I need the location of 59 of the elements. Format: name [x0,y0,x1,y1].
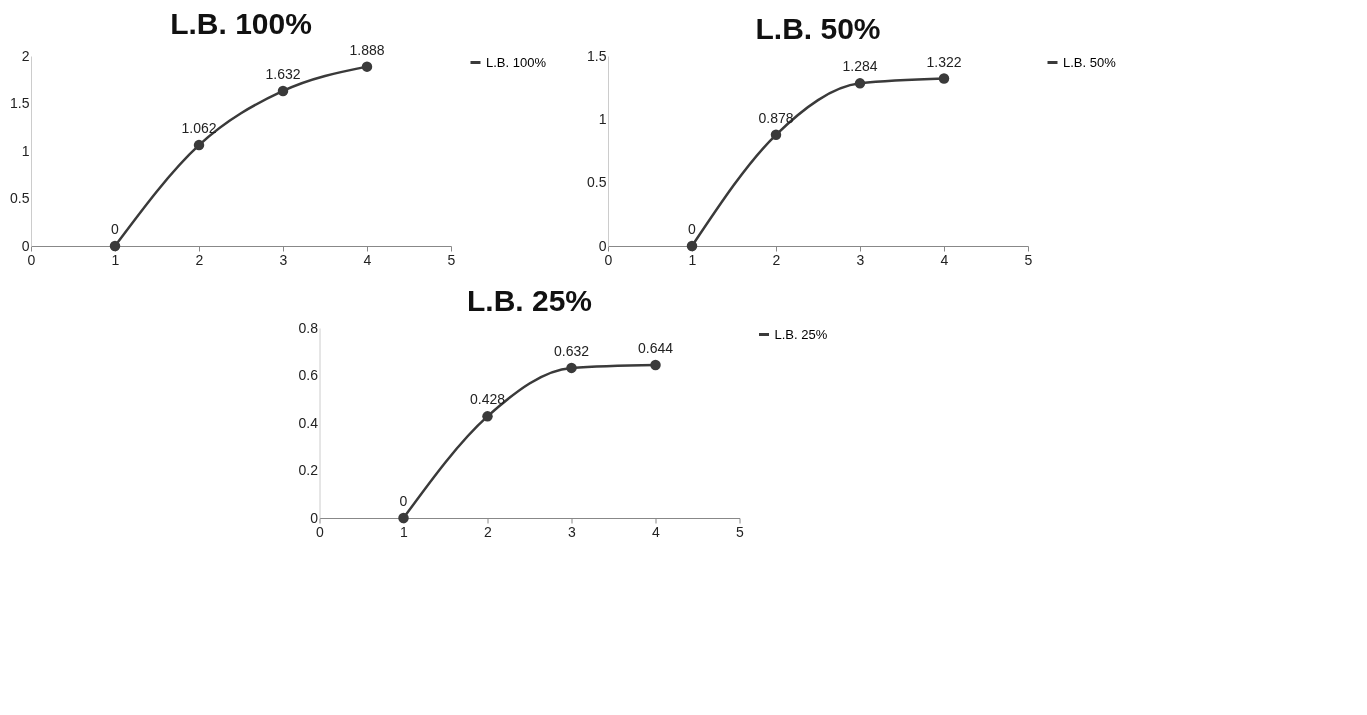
data-label: 0.878 [758,109,794,126]
x-tick-label: 1 [688,251,697,268]
x-tick-label: 4 [940,251,949,268]
chart-title: L.B. 25% [466,284,593,317]
data-label: 1.284 [842,58,878,75]
legend-label: L.B. 100% [486,54,547,70]
data-label: 1.062 [181,120,217,137]
y-tick-label: 1.5 [10,95,30,111]
point [686,240,698,252]
y-tick-label: 0.2 [298,462,319,478]
x-tick-label: 1 [400,523,409,540]
y-tick-label: 0 [21,237,30,254]
x-tick-label: 2 [772,251,781,268]
x-tick-label: 3 [279,251,288,268]
x-tick-label: 4 [363,251,372,268]
y-tick-label: 0.5 [10,190,30,206]
x-tick-label: 1 [111,251,120,268]
y-tick-label: 0.6 [298,367,319,383]
chart-title: L.B. 100% [170,6,312,40]
point [482,411,493,422]
x-tick-label: 3 [856,251,865,268]
y-tick-label: 0.5 [587,174,607,191]
point [193,139,205,151]
data-label: 0 [399,493,408,509]
x-tick-label: 2 [484,523,493,540]
data-label: 1.632 [265,65,301,82]
point [854,78,866,89]
y-tick-label: 1 [598,110,607,127]
y-tick-label: 0.8 [298,319,319,336]
data-label: 0 [111,221,120,237]
point [277,85,289,97]
x-tick-label: 5 [736,523,745,540]
y-tick-label: 0 [310,509,319,526]
point [650,359,661,371]
y-tick-label: 0.4 [298,414,319,431]
x-tick-label: 2 [195,251,204,268]
y-tick-label: 0 [598,237,607,254]
point [361,61,373,72]
legend-label: L.B. 25% [774,326,828,342]
point [109,240,121,252]
y-tick-label: 1 [21,142,30,159]
data-label: 0.428 [469,391,506,408]
data-label: 0.644 [637,340,674,357]
x-tick-label: 3 [568,523,577,540]
data-label: 0 [688,221,697,237]
point [938,73,950,84]
data-label: 1.322 [926,53,962,70]
y-tick-label: 1.5 [587,47,607,64]
chart-title: L.B. 50% [755,12,881,45]
legend-label: L.B. 50% [1063,54,1117,70]
point [566,362,577,374]
x-tick-label: 5 [1024,251,1033,268]
point [770,129,782,141]
data-label: 0.632 [553,342,590,359]
point [398,512,409,524]
x-tick-label: 4 [652,523,661,540]
x-tick-label: 5 [447,251,456,268]
y-tick-label: 2 [21,47,30,64]
data-label: 1.888 [349,41,385,58]
